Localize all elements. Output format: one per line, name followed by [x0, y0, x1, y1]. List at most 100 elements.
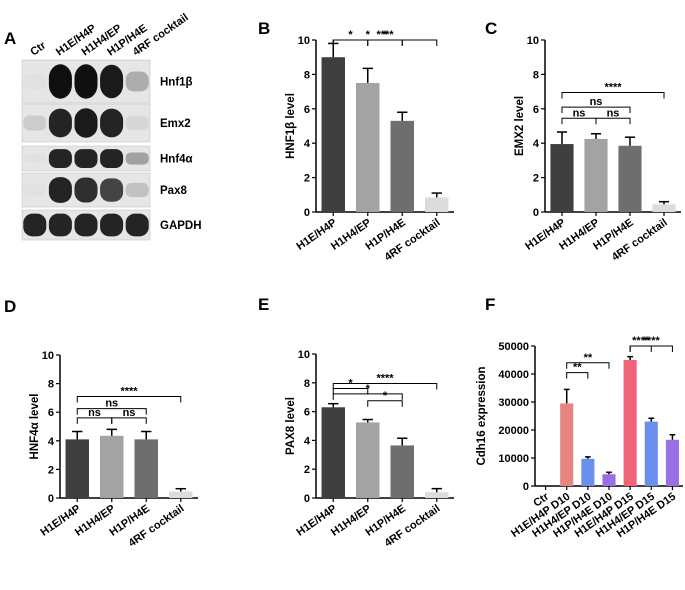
- significance-bracket: [76, 408, 147, 415]
- y-tick-label: 0: [304, 207, 310, 219]
- blot-band: [23, 184, 47, 196]
- bar: [134, 439, 158, 498]
- blot-band: [23, 73, 47, 90]
- y-axis-label: Cdh16 expression: [476, 366, 488, 465]
- y-tick-label: 6: [533, 104, 539, 116]
- significance-label: **: [584, 352, 593, 364]
- bar: [356, 422, 380, 498]
- y-tick-label: 2: [48, 464, 54, 476]
- blot-row-label: Hnf4α: [160, 154, 193, 166]
- panel-letter-f: F: [485, 295, 495, 314]
- significance-label: ****: [604, 81, 622, 93]
- y-tick-label: 10: [527, 35, 539, 47]
- blot-band: [100, 108, 124, 138]
- bar: [356, 83, 380, 212]
- y-tick-label: 2: [304, 173, 310, 185]
- blot-band: [48, 213, 72, 237]
- bar: [425, 197, 449, 212]
- significance-label: ****: [120, 385, 138, 397]
- bar: [581, 458, 595, 486]
- significance-label: ****: [643, 335, 661, 347]
- bar: [390, 445, 414, 498]
- significance-bracket: [629, 345, 673, 352]
- panel-letter-d: D: [4, 297, 16, 316]
- blot-band: [48, 64, 72, 99]
- y-tick-label: 40000: [498, 369, 529, 381]
- cdh16-bar-chart: 0 10000 20000 30000 40000 50000 Cdh16 expressi…: [476, 335, 683, 540]
- bar: [100, 435, 124, 498]
- blot-band: [125, 213, 149, 237]
- panel-letter-a: A: [4, 29, 16, 48]
- significance-bracket: [332, 388, 369, 395]
- bar: [584, 138, 608, 212]
- y-tick-label: 0: [304, 493, 310, 505]
- y-tick-label: 4: [533, 138, 540, 150]
- significance-bracket: [566, 362, 610, 369]
- blot-band: [125, 71, 149, 92]
- y-tick-label: 6: [48, 407, 54, 419]
- blot-band: [100, 213, 124, 237]
- y-tick-label: 10: [298, 35, 310, 47]
- significance-label: ns: [573, 107, 586, 119]
- significance-bracket: [561, 91, 665, 99]
- panel-letter-e: E: [258, 295, 269, 314]
- significance-label: *: [348, 29, 353, 41]
- significance-label: *: [366, 383, 371, 395]
- y-tick-label: 2: [304, 464, 310, 476]
- bar: [390, 120, 414, 212]
- significance-label: *: [383, 29, 388, 41]
- y-tick-label: 6: [304, 104, 310, 116]
- significance-label: ns: [123, 407, 136, 419]
- bar: [321, 57, 345, 213]
- bar: [665, 439, 679, 486]
- significance-bracket: [332, 383, 438, 390]
- blot-band: [23, 213, 47, 237]
- blot-band: [74, 64, 98, 99]
- significance-bracket: [566, 372, 589, 379]
- blot-band: [74, 108, 98, 138]
- y-tick-label: 20000: [498, 425, 529, 437]
- y-tick-label: 8: [533, 69, 539, 81]
- blot-band: [48, 149, 72, 168]
- blot-band: [48, 108, 72, 138]
- bar: [652, 204, 676, 212]
- y-tick-label: 4: [304, 435, 311, 447]
- y-tick-label: 2: [533, 173, 539, 185]
- y-tick-label: 50000: [498, 341, 529, 353]
- blot-band: [125, 182, 149, 198]
- bar: [623, 360, 637, 486]
- panel-letter-b: B: [258, 19, 270, 38]
- significance-label: ns: [105, 398, 118, 410]
- blot-band: [100, 149, 124, 168]
- y-tick-label: 4: [304, 138, 311, 150]
- bar: [169, 491, 193, 498]
- y-tick-label: 0: [523, 481, 529, 493]
- y-tick-label: 8: [48, 379, 54, 391]
- blot-band: [100, 64, 124, 99]
- y-tick-label: 10: [298, 349, 310, 361]
- y-axis-label: HNF1β level: [285, 93, 297, 159]
- blot-row-label: Emx2: [160, 118, 191, 130]
- y-tick-label: 10000: [498, 453, 529, 465]
- y-tick-label: 8: [304, 378, 310, 390]
- significance-label: *: [383, 390, 388, 402]
- bar: [550, 144, 574, 212]
- blot-band: [23, 115, 47, 131]
- y-tick-label: 8: [304, 69, 310, 81]
- significance-label: *: [366, 29, 371, 41]
- bar: [602, 474, 616, 486]
- significance-bracket: [332, 393, 403, 400]
- bar: [644, 421, 658, 486]
- significance-bracket: [76, 395, 182, 403]
- y-tick-label: 0: [533, 207, 539, 219]
- bar: [65, 439, 89, 498]
- y-axis-label: HNF4α level: [29, 394, 41, 460]
- bar: [618, 145, 642, 212]
- significance-label: ****: [376, 373, 394, 385]
- significance-bracket: [367, 400, 403, 407]
- blot-band: [125, 115, 149, 131]
